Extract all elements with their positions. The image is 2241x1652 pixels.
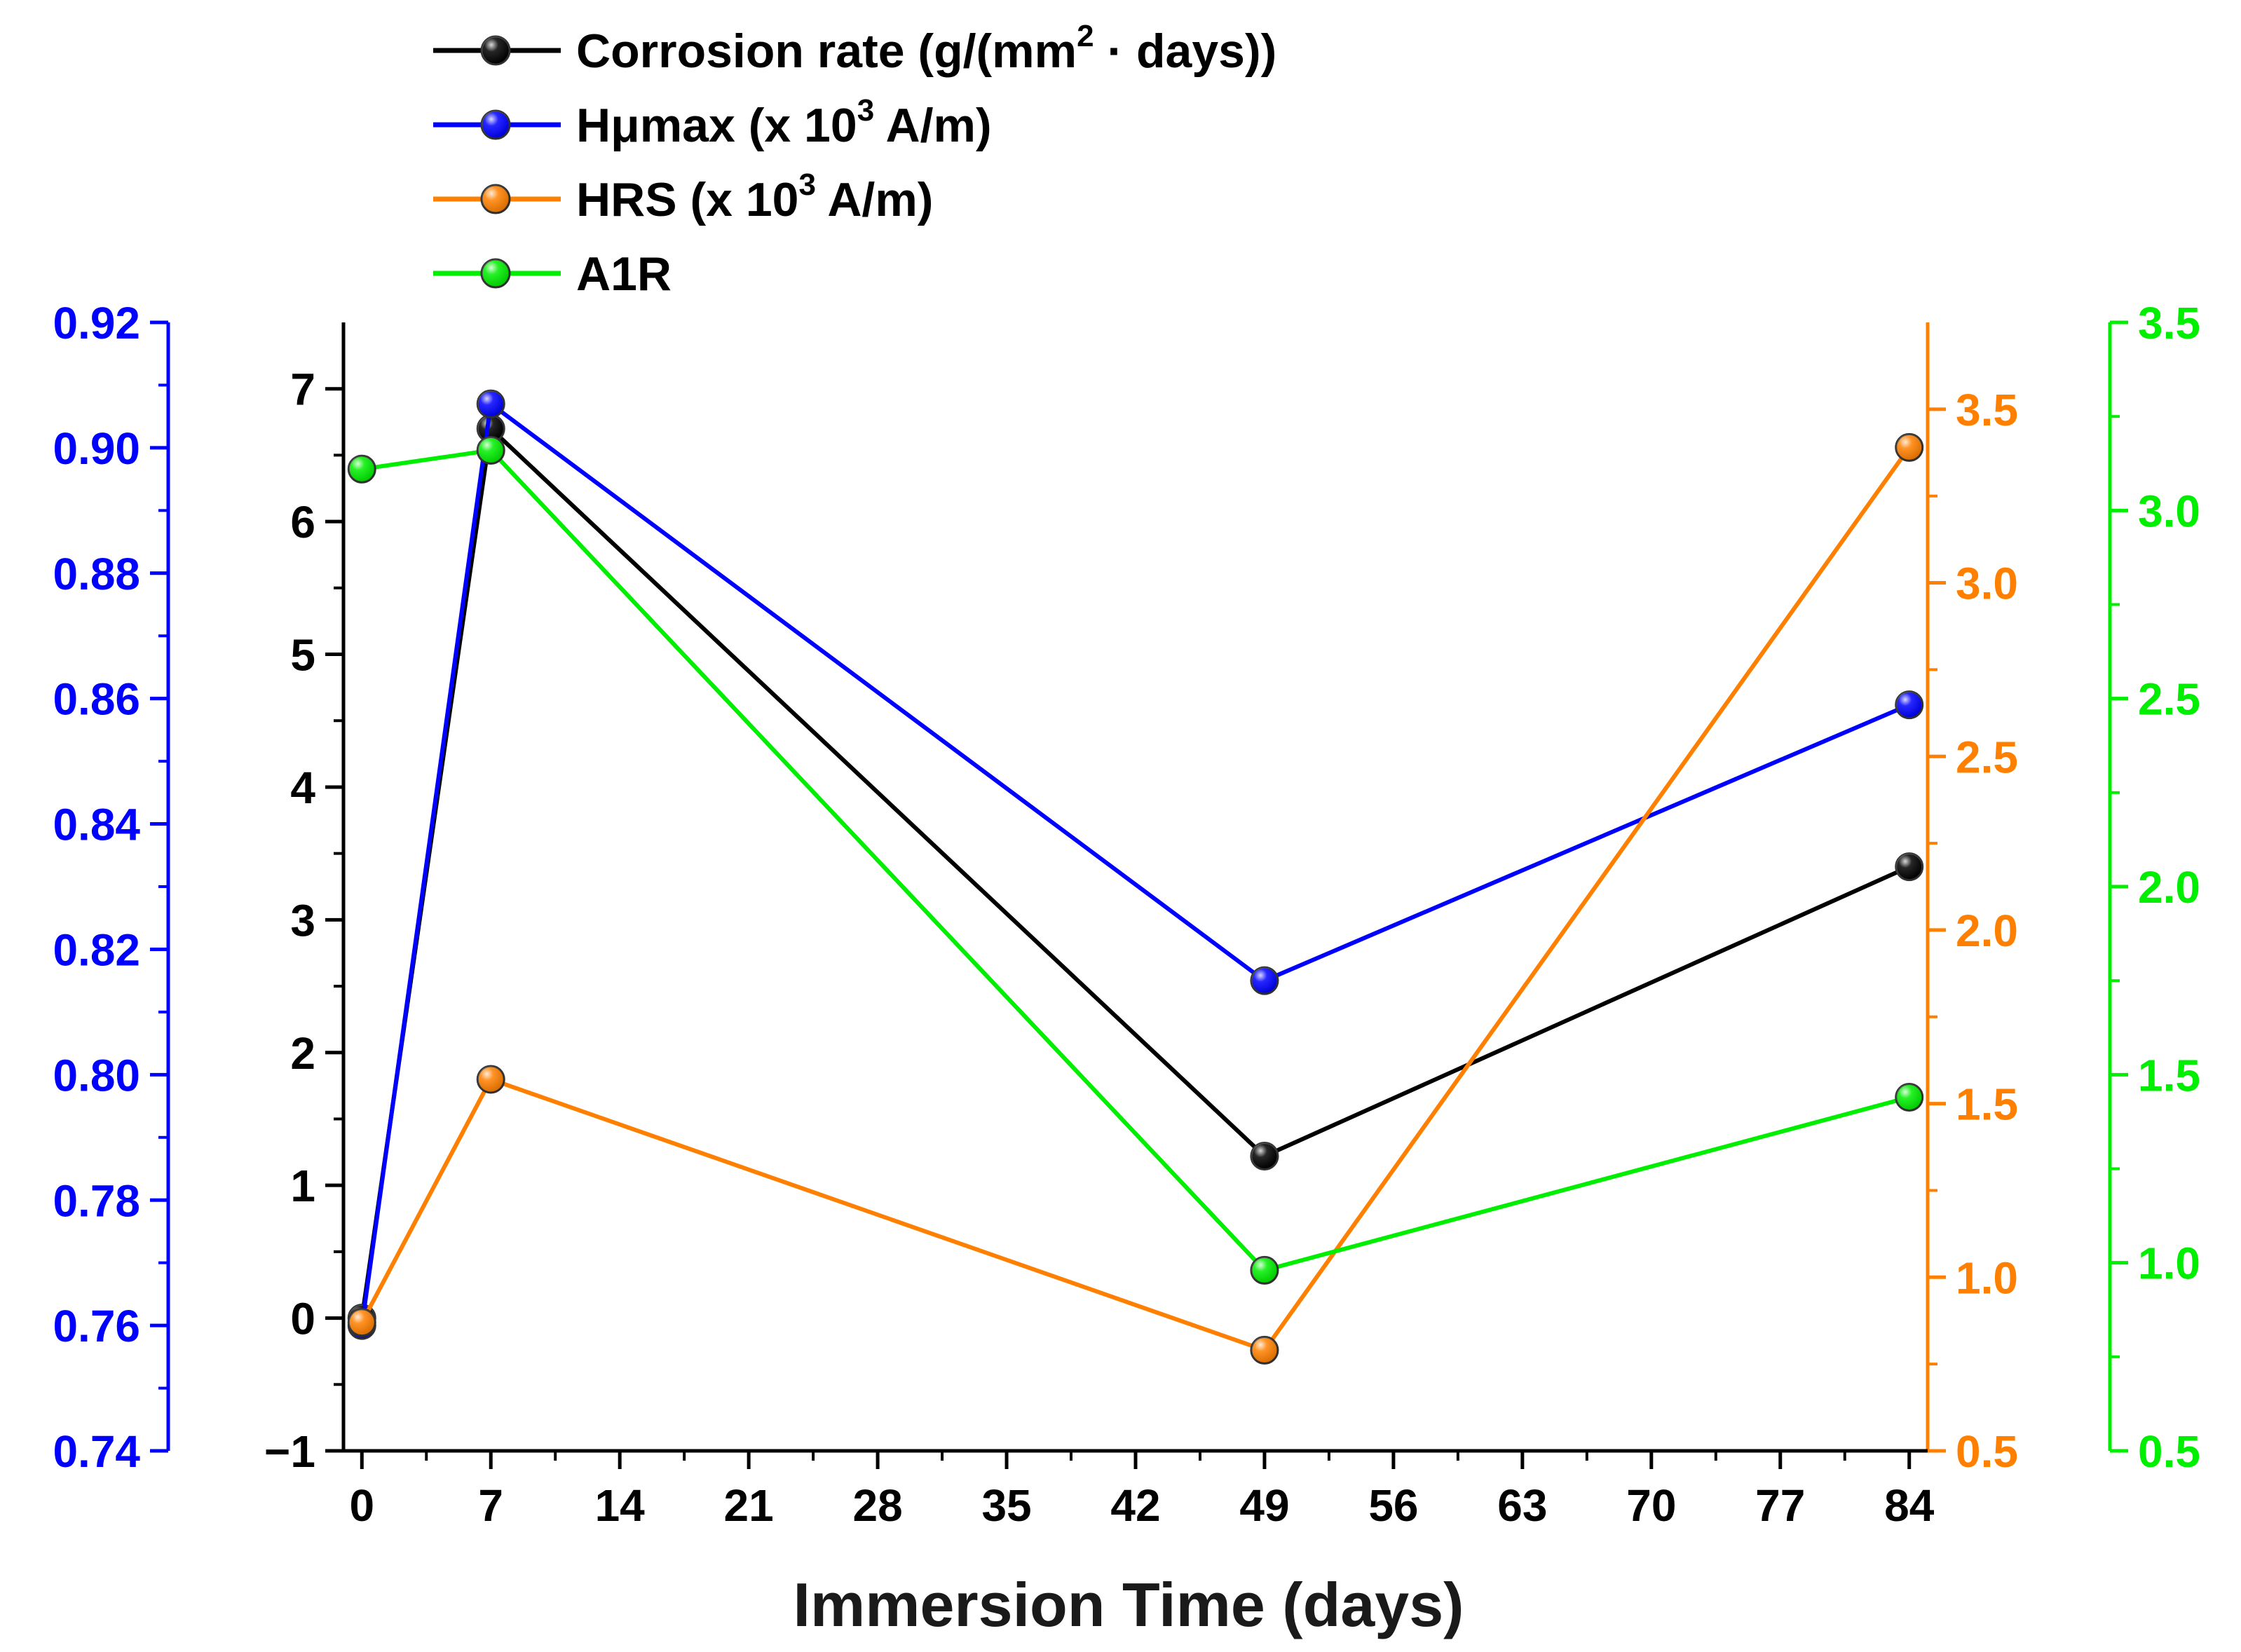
legend-label-suffix: · days)) xyxy=(1094,25,1277,78)
y-tick-label: 3.5 xyxy=(1956,385,2018,435)
axis-left-blue: 0.74 0.76 0.78 0.80 0.82 0.84 0.86 0.88 0.90 0.92 xyxy=(53,298,170,1477)
y-tick-label: 0.76 xyxy=(53,1301,140,1351)
data-point-highlight xyxy=(1251,1257,1278,1284)
data-point-highlight xyxy=(1895,434,1923,461)
series-4 xyxy=(347,435,1924,1285)
y-tick-label: 2.0 xyxy=(1956,906,2018,956)
y-tick-label: 1 xyxy=(290,1161,315,1211)
y-tick-label: −1 xyxy=(264,1426,315,1477)
y-tick-label: 0.80 xyxy=(53,1050,140,1100)
y-tick-label: 3.0 xyxy=(2138,486,2200,536)
y-tick-label: 5 xyxy=(290,630,315,681)
data-point-highlight xyxy=(1251,1142,1278,1170)
x-tick-label: 77 xyxy=(1755,1480,1805,1531)
y-tick-label: 0.82 xyxy=(53,924,140,975)
legend-label: Hμmax (x 103 A/m) xyxy=(576,93,992,152)
data-point-highlight xyxy=(1895,691,1923,718)
x-tick-label: 14 xyxy=(595,1480,646,1531)
x-tick-label: 42 xyxy=(1110,1480,1160,1531)
x-tick-label: 56 xyxy=(1368,1480,1418,1531)
legend-label-suffix: A/m) xyxy=(874,99,991,152)
series-line xyxy=(361,448,1910,1273)
legend-marker-highlight xyxy=(482,36,510,64)
x-tick-label: 7 xyxy=(478,1480,503,1531)
legend-marker-highlight xyxy=(482,185,510,213)
y-tick-label: 0.5 xyxy=(2138,1426,2200,1477)
data-point-highlight xyxy=(477,390,505,418)
series-2 xyxy=(347,389,1924,1340)
data-point-highlight xyxy=(477,415,505,442)
legend-item: Hμmax (x 103 A/m) xyxy=(433,93,992,152)
axis-right-orange: 0.5 1.0 1.5 2.0 2.5 3.0 3.5 xyxy=(1926,322,2018,1477)
y-tick-label: 3.0 xyxy=(1956,559,2018,609)
legend-label: A1R xyxy=(576,247,672,301)
y-tick-label: 3.5 xyxy=(2138,298,2200,348)
x-axis: 0 7 14 21 28 35 42 49 56 63 70 77 84 xyxy=(343,1449,1935,1531)
series-line xyxy=(360,446,1912,1353)
legend-label-superscript: 2 xyxy=(1077,19,1094,53)
x-tick-label: 49 xyxy=(1239,1480,1289,1531)
data-point-highlight xyxy=(1895,1084,1923,1111)
axis-right-green: 0.5 1.0 1.5 2.0 2.5 3.0 3.5 xyxy=(2108,298,2200,1477)
y-tick-label: 0.78 xyxy=(53,1175,140,1226)
legend-label-main: HRS (x 10 xyxy=(576,173,798,226)
data-point-highlight xyxy=(348,456,376,483)
legend-label-main: A1R xyxy=(576,247,672,301)
legend-label: Corrosion rate (g/(mm2 · days)) xyxy=(576,19,1276,78)
y-tick-label: 0 xyxy=(290,1294,315,1344)
y-tick-label: 0.92 xyxy=(53,298,140,348)
data-point-highlight xyxy=(348,1309,376,1336)
legend-label-main: Hμmax (x 10 xyxy=(576,99,857,152)
legend-label-suffix: A/m) xyxy=(816,173,933,226)
x-tick-label: 0 xyxy=(349,1480,374,1531)
legend-marker-highlight xyxy=(482,259,510,287)
y-tick-label: 1.0 xyxy=(1956,1252,2018,1303)
legend-item: A1R xyxy=(433,247,672,301)
x-axis-label: Immersion Time (days) xyxy=(793,1570,1464,1639)
y-tick-label: 7 xyxy=(290,364,315,415)
data-point-highlight xyxy=(1251,1337,1278,1364)
x-tick-label: 28 xyxy=(852,1480,902,1531)
x-tick-label: 70 xyxy=(1626,1480,1676,1531)
y-tick-label: 2.0 xyxy=(2138,862,2200,913)
x-tick-label: 63 xyxy=(1497,1480,1547,1531)
y-tick-label: 0.84 xyxy=(53,800,140,850)
y-tick-label: 0.90 xyxy=(53,423,140,474)
y-tick-label: 3 xyxy=(290,895,315,946)
y-tick-label: 1.5 xyxy=(2138,1050,2200,1100)
series-line xyxy=(360,402,1910,1326)
data-point-highlight xyxy=(1251,967,1278,995)
axes: 0.74 0.76 0.78 0.80 0.82 0.84 0.86 0.88 0.90 0.92… xyxy=(53,298,2200,1531)
data-point-highlight xyxy=(477,1065,505,1093)
y-tick-label: 0.5 xyxy=(1956,1426,2018,1477)
y-tick-label: 4 xyxy=(290,763,315,813)
y-tick-label: 0.74 xyxy=(53,1426,140,1477)
series-3 xyxy=(347,432,1924,1365)
y-tick-label: 1.5 xyxy=(1956,1079,2018,1130)
y-tick-label: 2.5 xyxy=(2138,674,2200,725)
data-point-highlight xyxy=(1895,853,1923,880)
y-tick-label: 2 xyxy=(290,1028,315,1079)
y-tick-label: 2.5 xyxy=(1956,732,2018,782)
y-tick-label: 0.86 xyxy=(53,674,140,725)
series-layer xyxy=(347,389,1924,1365)
legend-label-superscript: 3 xyxy=(798,168,815,202)
y-tick-label: 0.88 xyxy=(53,549,140,599)
y-tick-label: 1.0 xyxy=(2138,1238,2200,1289)
legend-item: Corrosion rate (g/(mm2 · days)) xyxy=(433,19,1276,78)
x-tick-label: 35 xyxy=(981,1480,1031,1531)
x-tick-label: 21 xyxy=(724,1480,774,1531)
y-tick-label: 6 xyxy=(290,497,315,547)
legend-label-main: Corrosion rate (g/(mm xyxy=(576,25,1077,78)
axis-left-black: −1 0 1 2 3 4 5 6 7 xyxy=(264,322,346,1477)
legend-label: HRS (x 103 A/m) xyxy=(576,168,933,226)
data-point-highlight xyxy=(477,437,505,464)
legend-item: HRS (x 103 A/m) xyxy=(433,168,933,226)
legend-label-superscript: 3 xyxy=(857,93,874,128)
legend: Corrosion rate (g/(mm2 · days)) Hμmax (x … xyxy=(433,19,1276,301)
legend-marker-highlight xyxy=(482,111,510,139)
x-tick-label: 84 xyxy=(1884,1480,1935,1531)
